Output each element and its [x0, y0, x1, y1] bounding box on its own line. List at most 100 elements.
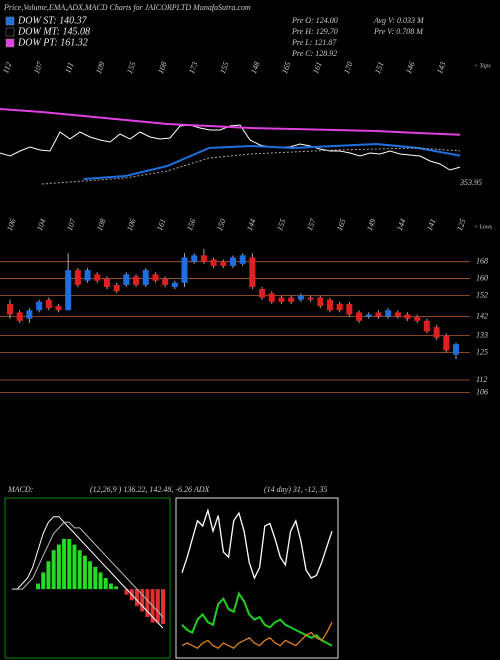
info-text: Pre H: 129.70	[291, 27, 338, 36]
y-tick-label: 142	[476, 311, 488, 320]
top-label: 146	[404, 61, 417, 75]
histogram-bar	[51, 550, 56, 590]
candle-body	[443, 335, 450, 351]
candle-body	[181, 257, 188, 283]
candle-body	[142, 270, 149, 285]
low-label: 106	[125, 218, 138, 232]
histogram-bar	[41, 572, 46, 590]
adx-line	[181, 591, 333, 647]
candle-body	[385, 310, 392, 317]
histogram-bar	[155, 589, 160, 623]
candle-body	[55, 306, 62, 311]
top-label: 165	[280, 61, 293, 75]
legend-swatch	[5, 27, 15, 37]
legend-label: DOW ST: 140.37	[17, 15, 88, 26]
candle-body	[423, 320, 430, 332]
top-label: 143	[435, 61, 448, 75]
legend-swatch	[5, 16, 15, 26]
candle-body	[171, 282, 178, 288]
candle-body	[375, 312, 382, 317]
low-label: 150	[215, 218, 228, 232]
candle-body	[259, 289, 266, 298]
low-label: 107	[65, 217, 78, 232]
low-label: 161	[155, 218, 168, 232]
histogram-bar	[72, 544, 77, 590]
candle-body	[453, 344, 459, 355]
histogram-bar	[82, 555, 87, 590]
info-text: Pre C: 128.92	[291, 49, 337, 58]
top-label: 155	[125, 61, 138, 75]
macd-panel	[4, 497, 171, 659]
macd-label: MACD:	[7, 485, 34, 494]
histogram-bar	[98, 572, 103, 590]
candle-body	[394, 312, 401, 317]
candle-body	[103, 278, 110, 288]
candle-body	[162, 278, 169, 285]
candle-body	[307, 297, 314, 300]
candle-body	[326, 299, 333, 311]
candle-body	[191, 255, 198, 262]
top-label: 107	[32, 60, 45, 75]
candle-body	[278, 297, 285, 302]
candle-body	[414, 316, 421, 321]
candle-body	[365, 314, 372, 317]
candle-body	[239, 255, 246, 264]
low-label: 144	[395, 218, 408, 232]
candle-body	[297, 295, 304, 300]
histogram-bar	[62, 539, 67, 590]
lows-label: < Lows	[474, 224, 493, 230]
histogram-bar	[140, 589, 145, 612]
low-label: 106	[5, 218, 18, 232]
low-label: 149	[365, 218, 378, 232]
info-text: Pre L: 121.87	[291, 38, 337, 47]
ema-line	[0, 108, 461, 136]
candle-body	[404, 314, 411, 319]
adx-line	[181, 621, 333, 649]
top-label: 112	[1, 61, 13, 75]
y-tick-label: 168	[476, 257, 488, 266]
candle-body	[94, 274, 101, 281]
low-label: 125	[455, 218, 468, 232]
histogram-bar	[46, 561, 51, 590]
top-label: 111	[63, 61, 75, 74]
candle-body	[65, 270, 72, 311]
tops-label: < Tops	[474, 63, 491, 69]
candle-body	[230, 257, 236, 266]
top-label: 161	[311, 61, 324, 75]
low-label: 156	[185, 218, 198, 232]
right-label: 353.95	[459, 178, 482, 187]
info-text: Pre O: 124.00	[291, 16, 338, 25]
histogram-bar	[145, 589, 150, 617]
top-label: 151	[373, 61, 386, 75]
y-tick-label: 125	[476, 347, 488, 356]
candle-body	[113, 284, 120, 292]
histogram-bar	[108, 583, 113, 590]
candle-body	[16, 312, 23, 321]
adx-panel	[175, 497, 339, 659]
top-label: 173	[187, 61, 200, 75]
histogram-bar	[124, 589, 129, 595]
candle-body	[36, 301, 43, 311]
low-label: 165	[335, 218, 348, 232]
y-tick-label: 112	[476, 375, 487, 384]
candle-body	[288, 297, 295, 302]
candle-body	[210, 259, 217, 266]
candle-body	[200, 255, 207, 262]
y-tick-label: 133	[476, 330, 488, 339]
candle-body	[433, 327, 440, 338]
candle-body	[74, 270, 81, 285]
candle-body	[336, 303, 343, 311]
candle-body	[7, 303, 13, 315]
low-label: 108	[95, 218, 108, 232]
macd-line	[12, 516, 164, 629]
histogram-bar	[103, 578, 108, 590]
histogram-bar	[56, 544, 61, 590]
candle-body	[268, 293, 275, 302]
y-tick-label: 106	[476, 387, 488, 396]
candle-body	[249, 257, 256, 288]
histogram-bar	[36, 583, 41, 590]
info-text: Avg V: 0.033 M	[373, 16, 425, 25]
candle-body	[84, 270, 91, 281]
low-label: 104	[35, 218, 48, 232]
top-label: 155	[218, 61, 231, 75]
